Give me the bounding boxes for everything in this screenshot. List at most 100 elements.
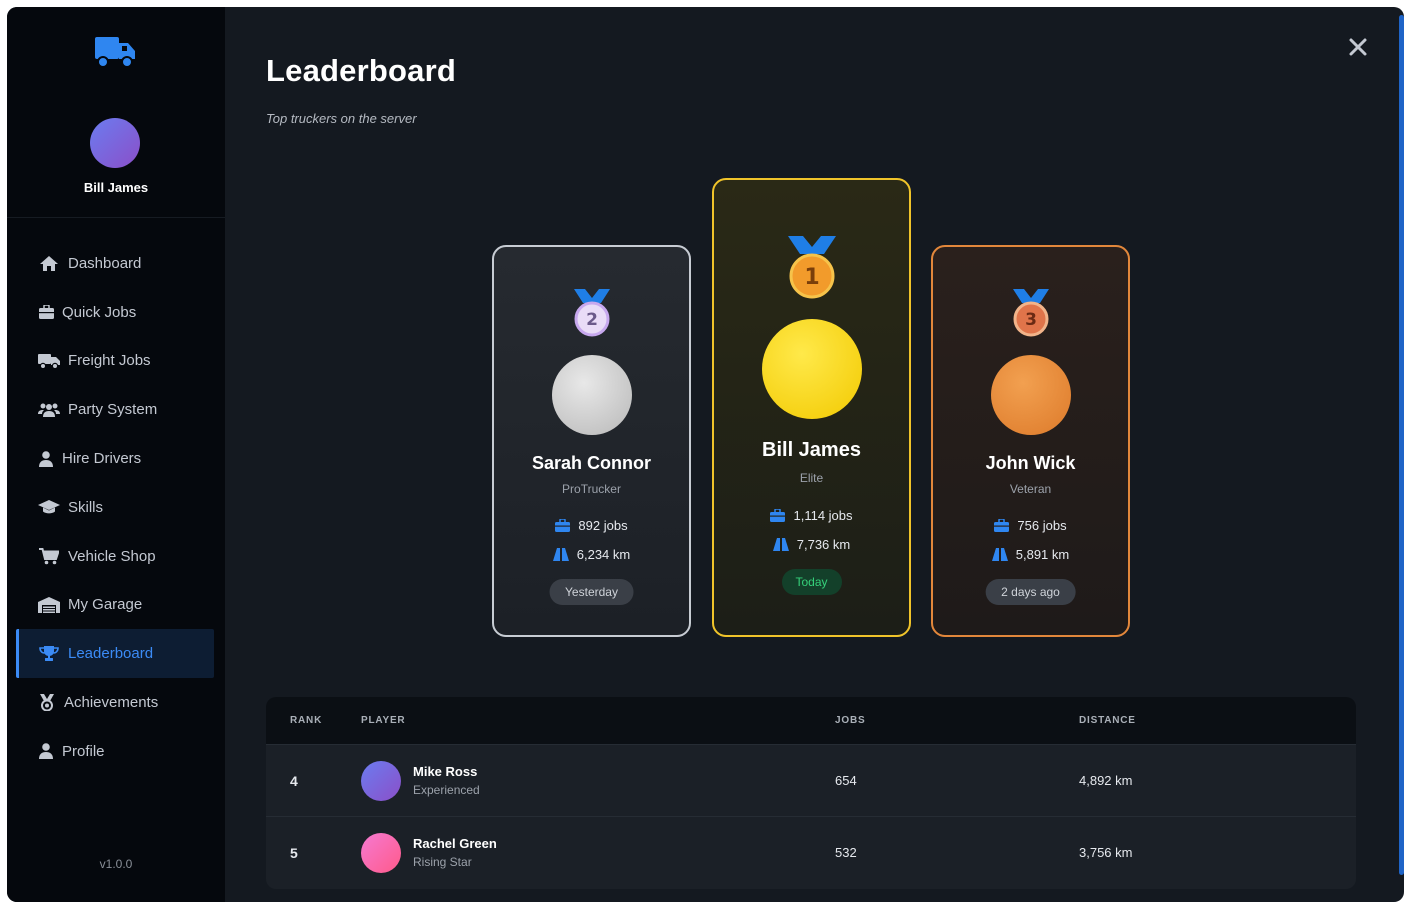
sidebar-item-label: Skills [68,498,104,516]
distance-stat: 6,234 km [494,547,689,562]
users-icon [38,401,60,419]
player-cell: Rachel Green Rising Star [361,832,835,873]
sidebar-item-label: Freight Jobs [68,352,151,370]
avatar[interactable] [90,118,140,168]
ranking-table: RANK PLAYER JOBS DISTANCE 4 Mike Ross Ex… [266,697,1356,889]
jobs-stat: 892 jobs [494,518,689,533]
player-name: Bill James [762,439,861,461]
jobs-value: 1,114 jobs [793,508,853,523]
column-header-rank[interactable]: RANK [290,715,323,726]
distance-stat: 5,891 km [933,547,1128,562]
jobs-value: 756 jobs [1017,518,1067,533]
user-name: Bill James [83,180,149,195]
user-icon [38,742,54,760]
page-title: Leaderboard [266,53,456,88]
jobs-stat: 756 jobs [933,518,1128,533]
home-icon [38,254,60,272]
sidebar-item-label: Quick Jobs [62,303,137,321]
sidebar-item-my-garage[interactable]: My Garage [16,581,214,630]
jobs-cell: 654 [835,773,857,788]
table-header: RANK PLAYER JOBS DISTANCE [266,697,1356,744]
podium-card-third[interactable]: 3 John Wick Veteran 756 jobs 5,891 km 2 … [931,245,1130,637]
podium-card-second[interactable]: 2 Sarah Connor ProTrucker 892 jobs 6,234… [492,245,691,637]
graduation-cap-icon [38,498,60,516]
player-cell: Mike Ross Experienced [361,760,835,801]
column-header-player[interactable]: PLAYER [361,715,406,726]
cart-icon [38,547,60,565]
avatar [761,319,862,419]
distance-value: 7,736 km [796,537,851,552]
medal-rank-text: 3 [1025,310,1037,330]
sidebar-item-freight-jobs[interactable]: Freight Jobs [16,337,214,386]
silver-medal-icon: 2 [573,289,610,337]
player-name: Sarah Connor [531,453,651,473]
close-icon[interactable] [1346,35,1370,59]
briefcase-icon [994,519,1010,532]
briefcase-icon [770,509,786,522]
sidebar: Bill James Dashboard Quick Jobs Freight … [7,7,225,902]
avatar [551,355,632,435]
distance-value: 5,891 km [1015,547,1070,562]
column-header-jobs[interactable]: JOBS [835,715,866,726]
sidebar-divider [7,217,225,218]
user-tie-icon [38,450,54,468]
player-title: Rising Star [413,855,472,869]
trophy-icon [38,645,60,663]
sidebar-item-party-system[interactable]: Party System [16,385,214,434]
podium-card-first[interactable]: 1 Bill James Elite 1,114 jobs 7,736 km T… [712,178,911,637]
sidebar-item-achievements[interactable]: Achievements [16,678,214,727]
table-row[interactable]: 5 Rachel Green Rising Star 532 3,756 km [266,816,1356,888]
sidebar-item-hire-drivers[interactable]: Hire Drivers [16,434,214,483]
warehouse-icon [38,596,60,614]
rank-cell: 5 [290,844,298,861]
player-name: John Wick [985,453,1076,473]
last-active-badge: 2 days ago [985,579,1076,605]
page-subtitle: Top truckers on the server [266,111,417,126]
table-row[interactable]: 4 Mike Ross Experienced 654 4,892 km [266,744,1356,816]
road-icon [552,548,569,561]
player-title: Elite [799,471,824,485]
jobs-value: 892 jobs [578,518,628,533]
sidebar-item-label: Leaderboard [68,645,154,663]
road-icon [772,538,789,551]
player-name: Mike Ross [413,764,478,779]
sidebar-item-vehicle-shop[interactable]: Vehicle Shop [16,532,214,581]
truck-icon [38,352,60,370]
distance-cell: 3,756 km [1079,845,1133,860]
sidebar-item-dashboard[interactable]: Dashboard [16,239,214,288]
sidebar-item-label: Party System [68,401,158,419]
main-content: Leaderboard Top truckers on the server 2… [225,7,1404,902]
distance-stat: 7,736 km [714,537,909,552]
medal-icon [38,694,56,712]
sidebar-item-quick-jobs[interactable]: Quick Jobs [16,288,214,337]
avatar [361,832,401,873]
player-title: Veteran [1009,482,1052,496]
gold-medal-icon: 1 [787,236,836,299]
briefcase-icon [555,519,571,532]
distance-cell: 4,892 km [1079,773,1133,788]
road-icon [991,548,1008,561]
sidebar-item-profile[interactable]: Profile [16,727,214,776]
column-header-distance[interactable]: DISTANCE [1079,715,1136,726]
player-title: ProTrucker [562,482,621,496]
sidebar-item-label: My Garage [68,596,143,614]
sidebar-nav: Dashboard Quick Jobs Freight Jobs Party … [16,239,214,776]
sidebar-item-leaderboard[interactable]: Leaderboard [16,629,214,679]
player-title: Experienced [413,783,480,797]
avatar [990,355,1071,435]
version-label: v1.0.0 [99,857,133,871]
last-active-badge: Yesterday [549,579,634,605]
sidebar-item-skills[interactable]: Skills [16,483,214,532]
sidebar-item-label: Achievements [64,694,159,712]
bronze-medal-icon: 3 [1012,289,1049,337]
scrollbar[interactable] [1399,15,1404,875]
last-active-badge: Today [781,569,842,595]
distance-value: 6,234 km [576,547,631,562]
jobs-cell: 532 [835,845,857,860]
sidebar-item-label: Dashboard [68,254,142,272]
app-window: Bill James Dashboard Quick Jobs Freight … [7,7,1404,902]
sidebar-item-label: Vehicle Shop [68,547,156,565]
truck-logo-icon[interactable] [93,35,137,71]
avatar [361,760,401,801]
jobs-stat: 1,114 jobs [714,508,909,523]
